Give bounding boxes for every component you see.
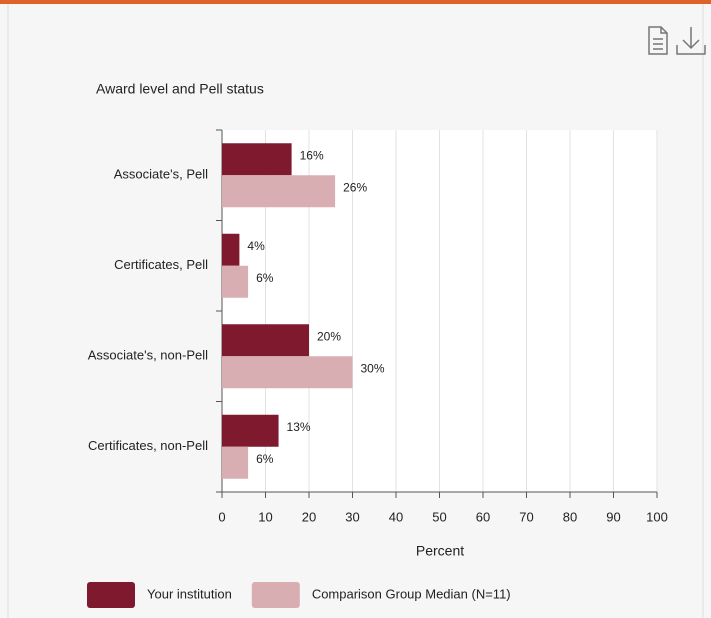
x-tick-label: 30 [345,509,359,524]
value-label: 16% [300,148,324,162]
bar [222,175,336,208]
legend-swatch [87,582,135,608]
value-label: 6% [256,271,274,285]
x-tick-label: 100 [646,509,668,524]
y-tick-label: Associate's, non-Pell [88,348,208,363]
bar [222,233,240,266]
legend-swatch [251,582,300,608]
value-label: 4% [247,239,265,253]
value-label: 26% [343,180,367,194]
x-axis-label: Percent [416,543,464,559]
value-label: 6% [256,452,274,466]
download-icon[interactable] [676,27,706,55]
value-label: 13% [287,420,311,434]
bar [222,356,353,389]
x-tick-label: 80 [563,509,577,524]
bar [222,143,292,176]
y-tick-label: Associate's, Pell [114,167,208,182]
bar [222,414,279,447]
y-tick-label: Certificates, Pell [114,257,208,272]
bar [222,446,249,479]
x-tick-label: 60 [476,509,490,524]
chart-title: Award level and Pell status [96,81,264,97]
bar [222,265,249,298]
legend-label: Comparison Group Median (N=11) [312,586,511,601]
x-tick-label: 50 [432,509,446,524]
document-icon[interactable] [648,26,668,55]
x-tick-label: 10 [258,509,272,524]
y-tick-label: Certificates, non-Pell [88,438,208,453]
value-label: 30% [361,361,385,375]
bar [222,324,309,357]
top-border [0,0,711,4]
legend-label: Your institution [147,586,232,601]
x-tick-label: 90 [606,509,620,524]
x-tick-label: 0 [218,509,225,524]
x-tick-label: 70 [519,509,533,524]
x-tick-label: 20 [302,509,316,524]
value-label: 20% [317,329,341,343]
x-tick-label: 40 [389,509,403,524]
